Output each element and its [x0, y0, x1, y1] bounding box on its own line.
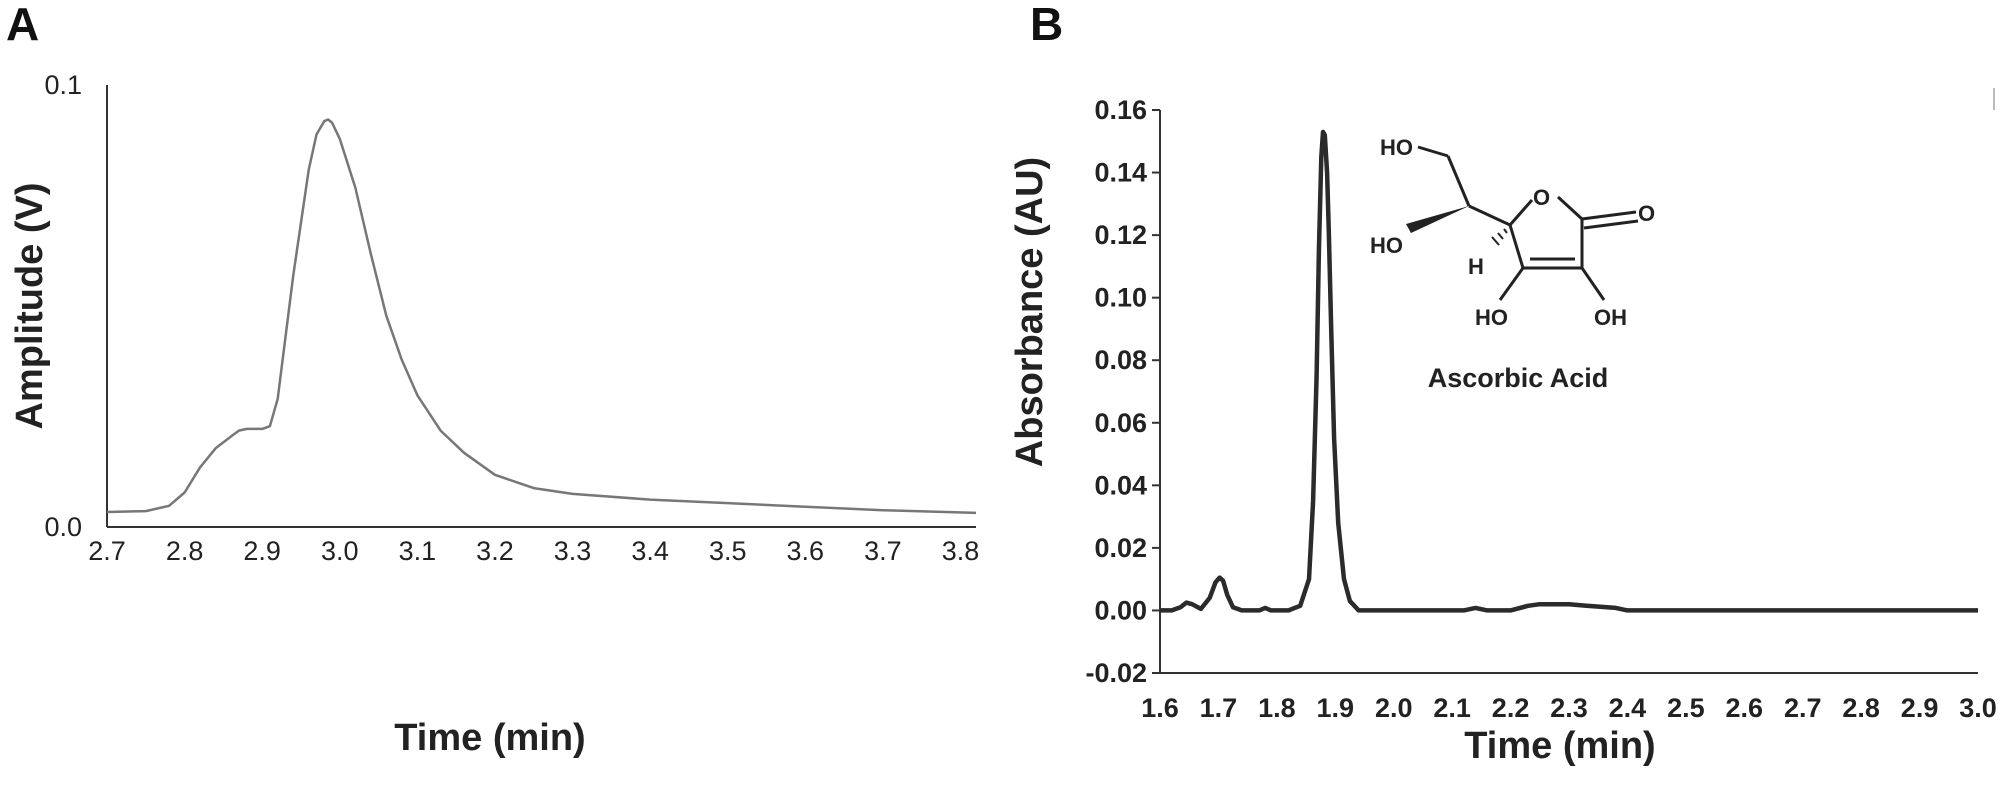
label-o-ring: O	[1533, 185, 1550, 210]
label-h: H	[1468, 254, 1484, 279]
panel-a-y-ticks: 0.0 0.1	[44, 70, 82, 542]
panel-b-chart: B -0.02 0.00 0.02 0.04 0.06 0.08 0.10 0.12 0.14 0…	[1009, 0, 1997, 767]
label-o-carbonyl: O	[1638, 201, 1655, 226]
panel-a-y-tick-label: 0.0	[44, 512, 82, 542]
panel-a-x-tick-label: 3.1	[399, 536, 437, 566]
panel-b-x-tick-label: 3.0	[1959, 693, 1997, 723]
panel-b-x-tick-label: 1.8	[1258, 693, 1296, 723]
bond-choh-c4	[1468, 204, 1511, 227]
panel-b-x-tick-label: 2.5	[1667, 693, 1705, 723]
panel-b-y-tick-label: 0.16	[1094, 95, 1147, 125]
bond-o-ring-c1	[1556, 195, 1584, 221]
panel-b-x-tick-label: 1.7	[1200, 693, 1238, 723]
panel-b-y-label: Absorbance (AU)	[1009, 157, 1051, 467]
panel-a-x-tick-label: 2.9	[243, 536, 281, 566]
panel-a-x-tick-label: 3.6	[787, 536, 825, 566]
panel-a-x-tick-label: 3.5	[709, 536, 747, 566]
panel-a-x-tick-label: 3.3	[554, 536, 592, 566]
bond-c1-o-carbonyl-2	[1583, 219, 1639, 230]
wedge-bond-ho	[1406, 206, 1469, 233]
panel-b-y-tick-label: 0.02	[1094, 533, 1147, 563]
panel-b-x-tick-label: 2.1	[1433, 693, 1471, 723]
bond-c3-oh	[1498, 267, 1525, 301]
panel-b-x-tick-label: 2.4	[1609, 693, 1647, 723]
panel-a-x-tick-label: 3.8	[942, 536, 980, 566]
bond-ch2-choh	[1446, 155, 1471, 207]
molecule-name: Ascorbic Acid	[1428, 363, 1609, 393]
panel-a-y-label: Amplitude (V)	[9, 183, 51, 430]
panel-b-letter: B	[1030, 0, 1063, 50]
panel-b-y-tick-label: 0.10	[1094, 283, 1147, 313]
panel-b-y-tick-label: 0.00	[1094, 595, 1147, 625]
hash-bond-h	[1491, 228, 1508, 246]
panel-b-x-tick-label: 2.7	[1784, 693, 1822, 723]
panel-a-x-tick-label: 3.7	[864, 536, 902, 566]
bond-c1-o-carbonyl	[1581, 210, 1637, 221]
label-ho-left: HO	[1370, 233, 1403, 258]
panel-b-x-tick-label: 2.8	[1842, 693, 1880, 723]
panel-a-x-tick-label: 3.4	[631, 536, 669, 566]
panel-b-x-tick-label: 1.9	[1317, 693, 1355, 723]
panel-a-x-tick-label: 2.7	[88, 536, 126, 566]
panel-b-y-tick-label: 0.04	[1094, 470, 1147, 500]
panel-a-x-ticks: 2.7 2.8 2.9 3.0 3.1 3.2 3.3 3.4 3.5 3.6 3.7 3.8	[88, 536, 979, 566]
panel-a-x-label: Time (min)	[394, 717, 585, 759]
panel-a-letter: A	[6, 0, 39, 50]
label-oh-bottom: OH	[1594, 305, 1627, 330]
panel-b-y-tick-label: 0.12	[1094, 220, 1147, 250]
panel-a-x-tick-label: 2.8	[166, 536, 204, 566]
ascorbic-acid-structure	[1406, 145, 1639, 301]
panel-b-x-ticks: 1.6 1.7 1.8 1.9 2.0 2.1 2.2 2.3 2.4 2.5 2.6 2.7 2.8 2…	[1141, 693, 1997, 723]
panel-b-x-tick-label: 2.3	[1550, 693, 1588, 723]
panel-b-x-tick-label: 2.9	[1901, 693, 1939, 723]
panel-b-y-ticks: -0.02 0.00 0.02 0.04 0.06 0.08 0.10 0.12 0.14 0.1…	[1085, 95, 1160, 688]
bond-c4-o-ring	[1508, 199, 1534, 226]
panel-b-x-tick-label: 2.0	[1375, 693, 1413, 723]
panel-b-y-tick-label: -0.02	[1085, 658, 1147, 688]
panel-a-trace	[106, 118, 977, 515]
label-ho-bottom: HO	[1475, 305, 1508, 330]
panel-b-y-tick-label: 0.14	[1094, 158, 1147, 188]
panel-b-x-tick-label: 2.2	[1492, 693, 1530, 723]
panel-a-x-tick-label: 3.2	[476, 536, 514, 566]
panel-b-y-tick-label: 0.08	[1094, 345, 1147, 375]
bond-ho-ch2	[1417, 145, 1449, 158]
panel-b-trace	[1160, 129, 1978, 613]
bond-c3-c4	[1508, 224, 1525, 269]
panel-a-x-tick-label: 3.0	[321, 536, 359, 566]
panel-b-x-tick-label: 2.6	[1726, 693, 1764, 723]
panel-a-chart: A 0.0 0.1 2.7 2.8 2.9 3.0 3.1 3.2 3.3 3.4 3.5 3.6 3…	[6, 0, 979, 759]
label-ho-top: HO	[1380, 135, 1413, 160]
bond-c2-oh	[1580, 267, 1606, 301]
panel-b-x-tick-label: 1.6	[1141, 693, 1179, 723]
panel-a-y-tick-label: 0.1	[44, 70, 82, 100]
panel-b-y-tick-label: 0.06	[1094, 408, 1147, 438]
panel-b-x-label: Time (min)	[1464, 725, 1655, 767]
